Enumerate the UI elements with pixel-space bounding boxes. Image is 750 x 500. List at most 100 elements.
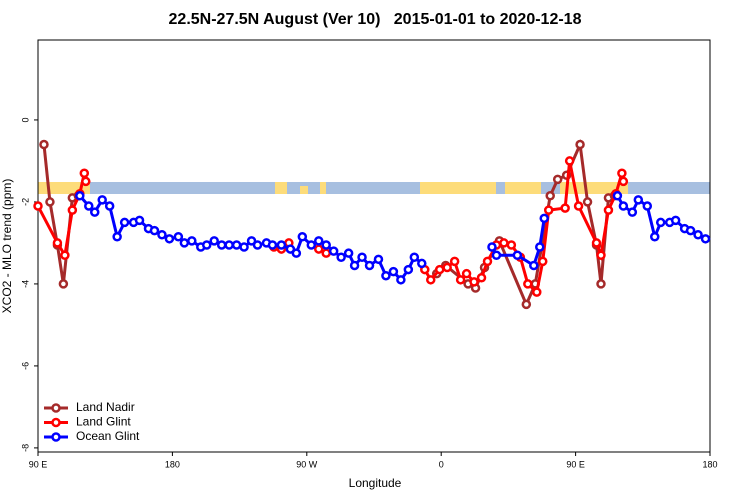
data-point xyxy=(364,260,375,271)
data-point xyxy=(529,260,539,271)
data-point xyxy=(627,207,638,217)
data-point xyxy=(164,234,175,244)
y-axis-label: XCO2 - MLO trend (ppm) xyxy=(0,179,14,314)
data-point xyxy=(321,248,331,258)
data-point xyxy=(328,246,339,256)
data-point xyxy=(285,244,296,254)
data-point xyxy=(596,279,606,289)
data-point xyxy=(521,299,532,310)
data-point xyxy=(596,250,606,260)
data-point xyxy=(409,252,420,263)
data-point xyxy=(187,236,197,246)
data-point xyxy=(52,238,63,248)
data-point xyxy=(33,201,43,211)
x-tick-label: 90 E xyxy=(29,459,48,469)
data-point xyxy=(313,244,324,254)
data-point xyxy=(403,264,414,275)
legend-label: Land Nadir xyxy=(76,400,135,414)
data-point xyxy=(252,240,263,250)
data-point xyxy=(75,191,85,201)
legend-label: Land Glint xyxy=(76,415,131,429)
data-point xyxy=(700,234,711,244)
data-point xyxy=(336,252,346,263)
x-tick-label: 90 E xyxy=(566,459,585,469)
data-point xyxy=(543,205,554,215)
data-point xyxy=(685,225,696,236)
data-point xyxy=(535,242,545,252)
data-point xyxy=(343,248,354,258)
data-point xyxy=(506,240,517,250)
data-point xyxy=(119,217,130,228)
data-point xyxy=(39,139,49,150)
data-point xyxy=(149,225,160,236)
data-point xyxy=(532,287,542,297)
data-point xyxy=(216,240,227,250)
data-point xyxy=(357,252,367,263)
data-point xyxy=(173,232,184,242)
data-point xyxy=(239,242,249,252)
data-point xyxy=(575,139,585,150)
y-tick-label: -8 xyxy=(20,444,30,452)
data-point xyxy=(603,205,614,215)
data-point xyxy=(455,275,466,285)
data-point xyxy=(539,213,549,224)
data-point xyxy=(291,248,302,258)
legend-label: Ocean Glint xyxy=(76,429,140,443)
data-point xyxy=(97,195,107,205)
chart-title: 22.5N-27.5N August (Ver 10) 2015-01-01 t… xyxy=(169,11,582,28)
data-point xyxy=(45,197,55,207)
y-tick-label: 0 xyxy=(20,117,30,122)
plot-frame xyxy=(37,39,711,453)
data-point xyxy=(224,240,234,250)
y-tick-label: -2 xyxy=(20,198,30,206)
data-point xyxy=(642,201,653,211)
data-point xyxy=(537,256,548,267)
data-point xyxy=(388,266,399,277)
x-axis-label: Longitude xyxy=(349,476,402,490)
data-point xyxy=(134,215,145,226)
y-tick-label: -4 xyxy=(20,280,30,288)
data-point xyxy=(434,264,445,275)
data-point xyxy=(499,238,509,248)
data-point xyxy=(582,197,593,207)
data-point xyxy=(618,201,629,211)
data-point xyxy=(564,156,575,166)
x-tick-label: 180 xyxy=(165,459,180,469)
data-point xyxy=(276,240,287,250)
y-tick-label: -6 xyxy=(20,362,30,370)
data-point xyxy=(617,168,627,178)
data-point xyxy=(157,229,167,240)
data-point xyxy=(693,229,703,240)
data-point xyxy=(417,258,427,269)
data-point xyxy=(297,232,308,242)
data-point xyxy=(633,195,644,205)
data-point xyxy=(231,240,242,250)
data-point xyxy=(469,277,479,287)
data-point xyxy=(313,236,324,246)
data-point xyxy=(396,275,406,285)
data-point xyxy=(670,215,681,226)
x-tick-label: 180 xyxy=(702,459,717,469)
data-point xyxy=(60,250,70,260)
data-point xyxy=(306,240,317,250)
data-point xyxy=(461,268,472,279)
data-point xyxy=(381,270,391,281)
data-point xyxy=(487,242,497,252)
data-point xyxy=(560,203,570,213)
data-point xyxy=(104,201,115,211)
data-point xyxy=(612,191,623,201)
data-point xyxy=(58,279,69,289)
data-point xyxy=(246,236,257,246)
data-point xyxy=(545,191,555,201)
data-point xyxy=(442,262,452,273)
data-point xyxy=(373,254,384,265)
data-point xyxy=(476,273,487,283)
data-point xyxy=(84,201,94,211)
data-point xyxy=(618,176,629,187)
data-point xyxy=(425,275,436,285)
data-point xyxy=(79,168,90,178)
data-point xyxy=(591,238,602,248)
data-point xyxy=(321,240,331,250)
legend-marker xyxy=(51,417,61,428)
